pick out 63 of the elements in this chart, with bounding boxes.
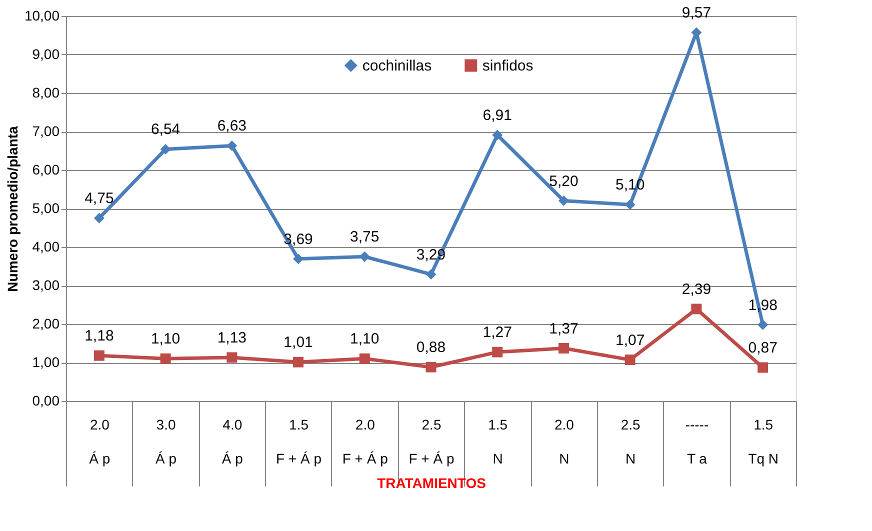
category-label: 2.5 F + Á p [408,416,454,466]
y-tick-label: 5,00 [32,200,60,216]
data-label: 6,63 [217,118,247,135]
y-axis-title: Numero promedio/planta [4,126,20,292]
category-label: 1.5 N [488,416,508,466]
data-label: 1,10 [150,330,180,348]
point [426,362,436,372]
y-tick-label: 1,00 [32,354,60,370]
data-label: 0,88 [416,339,446,356]
legend-label: cochinillas [362,58,432,75]
category-label: 3.0 Á p [156,416,177,466]
y-tick-label: 8,00 [32,84,60,100]
category-label: 4.0 Á p [222,416,243,466]
point [492,130,503,140]
point [426,269,436,280]
point [160,353,171,364]
point [226,140,238,151]
point [624,199,636,210]
point [293,356,304,368]
point [758,320,768,330]
point [94,212,104,224]
point [94,350,104,361]
point [160,144,171,154]
y-tick-label: 6,00 [32,162,60,178]
category-label: 2.0 N [554,416,574,466]
point [226,352,238,363]
data-label: 2,39 [682,280,712,298]
category-label: 2.0 Á p [89,416,110,466]
x-axis-title: TRATAMIENTOS [377,475,486,491]
data-label: 9,57 [682,4,712,22]
category-label: 1.5 F + Á p [276,416,322,466]
y-tick-label: 0,00 [32,392,60,408]
point [492,346,503,358]
y-tick-label: 3,00 [32,277,60,293]
category-label: 1.5 Tq N [748,416,778,466]
data-label: 0,87 [748,340,778,357]
point [558,343,569,354]
legend-label: sinfidos [482,58,534,75]
data-label: 1,10 [350,330,380,348]
y-tick-label: 2,00 [32,316,60,332]
data-label: 1,18 [84,328,114,345]
category-label: 2.5 N [620,416,640,466]
data-label: 6,54 [150,121,180,138]
point [758,362,768,373]
data-label: 5,20 [549,172,578,190]
data-label: 4,75 [84,190,114,208]
data-label: 6,91 [482,106,512,124]
y-tick-label: 10,00 [24,8,60,24]
data-label: 3,75 [350,228,380,246]
y-tick-label: 9,00 [32,46,60,62]
point [558,196,569,206]
point [624,354,636,366]
y-tick-label: 4,00 [32,238,60,254]
category-label: 2.0 F + Á p [342,416,388,466]
category-label: ----- T a [685,416,709,466]
data-label: 1,13 [217,329,247,346]
y-tick-label: 7,00 [32,123,60,139]
data-label: 1,07 [615,332,645,349]
data-label: 1,27 [482,324,512,342]
data-label: 1,01 [284,334,313,352]
point [691,304,702,314]
point [359,353,370,364]
data-label: 1,37 [549,320,578,338]
